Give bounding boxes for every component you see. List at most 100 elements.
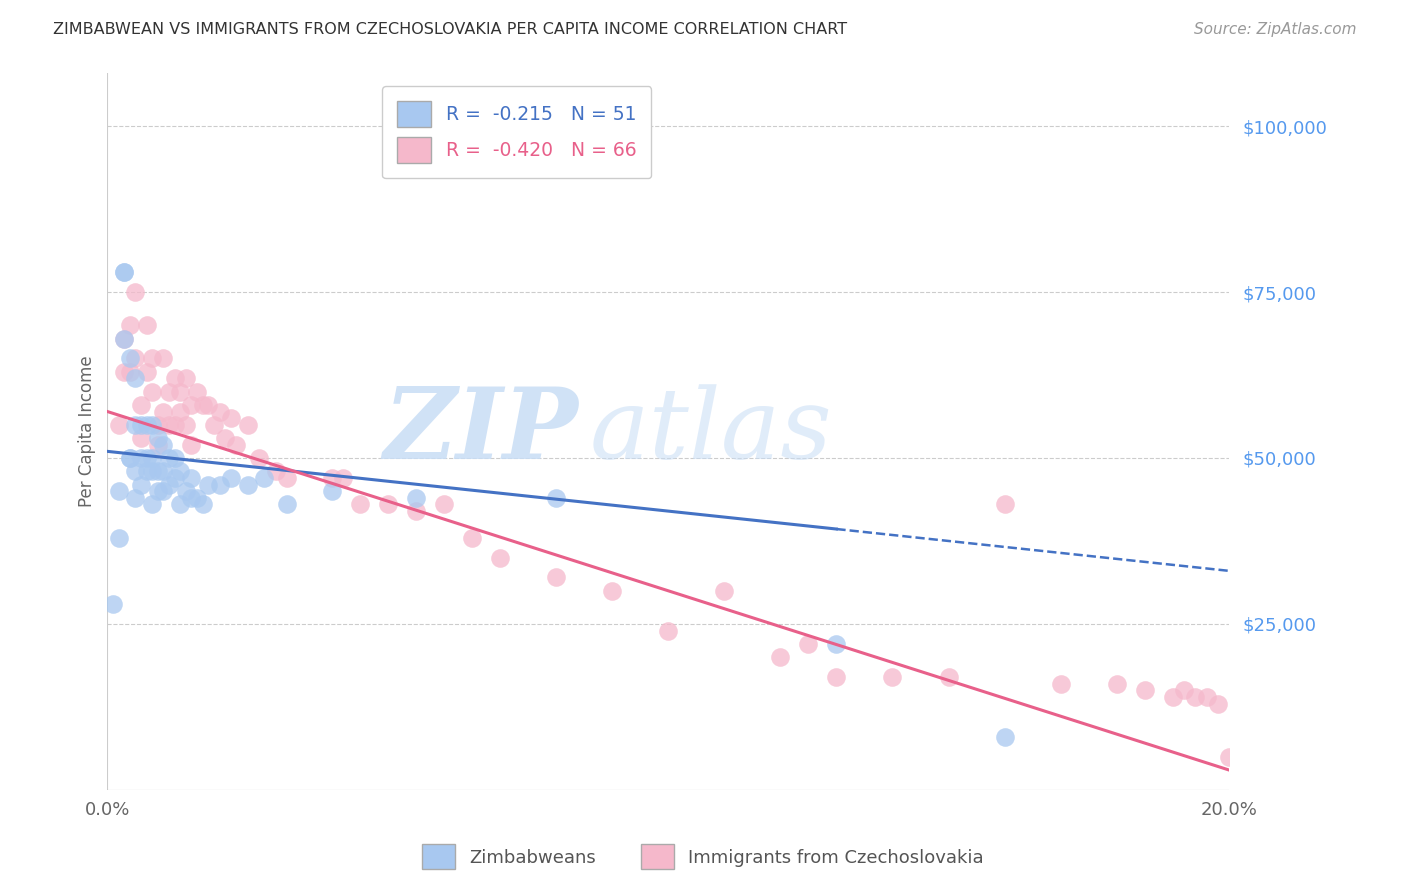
Point (118, 318, 141, 333)
Point (152, 404, 174, 418)
Point (135, 417, 157, 432)
Point (118, 450, 141, 465)
Point (236, 417, 259, 432)
Point (169, 404, 191, 418)
Point (544, 570, 567, 584)
Point (141, 351, 163, 366)
Point (264, 464, 287, 478)
Point (657, 624, 679, 638)
Point (994, 498, 1017, 512)
Point (107, 484, 129, 499)
Point (225, 438, 247, 452)
Point (163, 371, 186, 385)
Point (152, 438, 174, 452)
Point (169, 498, 191, 512)
Point (107, 417, 129, 432)
Point (157, 450, 180, 465)
Point (157, 477, 180, 491)
Point (135, 450, 157, 465)
Point (146, 417, 169, 432)
Point (169, 384, 191, 399)
Point (129, 477, 152, 491)
Text: Source: ZipAtlas.com: Source: ZipAtlas.com (1194, 22, 1357, 37)
Point (405, 504, 427, 518)
Point (208, 477, 231, 491)
Point (163, 471, 186, 485)
Point (433, 498, 456, 512)
Point (141, 384, 163, 399)
Point (994, 730, 1017, 744)
Point (197, 477, 219, 491)
Point (174, 484, 197, 499)
Point (141, 450, 163, 465)
Point (118, 365, 141, 379)
Point (135, 464, 157, 478)
Point (489, 550, 512, 565)
Point (124, 351, 146, 366)
Point (146, 484, 169, 499)
Point (332, 471, 354, 485)
Point (135, 318, 157, 333)
Point (219, 411, 242, 425)
Point (146, 464, 169, 478)
Text: ZIP: ZIP (384, 384, 578, 480)
Point (146, 438, 169, 452)
Point (405, 491, 427, 505)
Point (1161, 690, 1184, 704)
Point (118, 450, 141, 465)
Point (600, 583, 623, 598)
Point (141, 498, 163, 512)
Point (191, 398, 214, 412)
Y-axis label: Per Capita Income: Per Capita Income (79, 356, 96, 508)
Point (180, 438, 202, 452)
Point (141, 417, 163, 432)
Point (186, 491, 208, 505)
Point (112, 265, 135, 279)
Point (202, 417, 225, 432)
Point (349, 498, 371, 512)
Point (146, 431, 169, 445)
Point (236, 477, 259, 491)
Point (276, 471, 298, 485)
Point (152, 464, 174, 478)
Point (882, 670, 904, 684)
Point (180, 471, 202, 485)
Point (129, 431, 152, 445)
Legend: R =  -0.215   N = 51, R =  -0.420   N = 66: R = -0.215 N = 51, R = -0.420 N = 66 (382, 86, 651, 178)
Point (101, 597, 124, 611)
Point (152, 351, 174, 366)
Point (163, 417, 186, 432)
Point (214, 431, 236, 445)
Point (112, 365, 135, 379)
Point (157, 384, 180, 399)
Point (825, 637, 848, 651)
Point (124, 464, 146, 478)
Point (112, 331, 135, 345)
Point (247, 450, 270, 465)
Point (797, 637, 820, 651)
Point (129, 398, 152, 412)
Point (253, 471, 276, 485)
Point (180, 491, 202, 505)
Point (377, 498, 399, 512)
Point (1206, 697, 1229, 711)
Point (174, 417, 197, 432)
Text: ZIMBABWEAN VS IMMIGRANTS FROM CZECHOSLOVAKIA PER CAPITA INCOME CORRELATION CHART: ZIMBABWEAN VS IMMIGRANTS FROM CZECHOSLOV… (53, 22, 848, 37)
Point (152, 484, 174, 499)
Point (1133, 683, 1156, 698)
Point (112, 265, 135, 279)
Point (219, 471, 242, 485)
Point (825, 670, 848, 684)
Point (107, 531, 129, 545)
Point (129, 417, 152, 432)
Point (124, 371, 146, 385)
Point (276, 498, 298, 512)
Point (1218, 749, 1240, 764)
Point (321, 484, 343, 499)
Legend: Zimbabweans, Immigrants from Czechoslovakia: Zimbabweans, Immigrants from Czechoslova… (413, 835, 993, 879)
Point (157, 417, 180, 432)
Point (169, 464, 191, 478)
Text: atlas: atlas (589, 384, 832, 479)
Point (544, 491, 567, 505)
Point (186, 384, 208, 399)
